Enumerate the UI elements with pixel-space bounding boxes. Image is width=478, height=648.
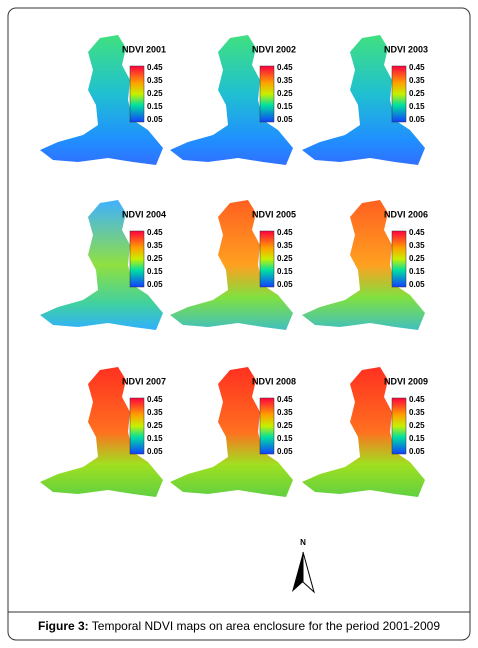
legend-label: 0.15	[277, 434, 293, 443]
legend-label: 0.35	[409, 76, 425, 85]
caption-text: Temporal NDVI maps on area enclosure for…	[92, 619, 441, 633]
legend-label: 0.25	[147, 254, 163, 263]
legend-label: 0.15	[277, 102, 293, 111]
legend-label: 0.05	[147, 280, 163, 289]
legend-label: 0.05	[409, 280, 425, 289]
legend-label: 0.25	[409, 89, 425, 98]
legend-label: 0.45	[409, 228, 425, 237]
ndvi-map	[170, 35, 293, 165]
ndvi-map	[302, 200, 425, 330]
legend-label: 0.15	[277, 267, 293, 276]
legend-label: 0.35	[409, 408, 425, 417]
legend-label: 0.25	[277, 254, 293, 263]
legend-label: 0.15	[147, 267, 163, 276]
legend-label: 0.15	[409, 434, 425, 443]
ndvi-map	[170, 200, 293, 330]
legend-label: 0.35	[409, 241, 425, 250]
color-bar	[391, 65, 407, 123]
legend-label: 0.05	[147, 447, 163, 456]
legend-label: 0.45	[277, 395, 293, 404]
panel-title: NDVI 2001	[122, 44, 166, 54]
legend-label: 0.05	[277, 280, 293, 289]
ndvi-map	[40, 35, 163, 165]
legend-label: 0.25	[277, 89, 293, 98]
legend-label: 0.45	[147, 63, 163, 72]
panel-title: NDVI 2005	[252, 209, 296, 219]
legend-label: 0.15	[409, 267, 425, 276]
panel-title: NDVI 2009	[384, 376, 428, 386]
panel-title: NDVI 2003	[384, 44, 428, 54]
color-bar	[259, 230, 275, 288]
color-bar	[129, 397, 145, 455]
ndvi-panel: NDVI 2008 0.45 0.35 0.25 0.15 0.05	[170, 367, 296, 497]
legend-label: 0.35	[277, 241, 293, 250]
legend-label: 0.35	[277, 76, 293, 85]
legend-label: 0.15	[147, 102, 163, 111]
color-bar	[129, 65, 145, 123]
caption: Figure 3: Temporal NDVI maps on area enc…	[38, 619, 440, 633]
legend-label: 0.25	[277, 421, 293, 430]
north-arrow: N	[292, 538, 315, 594]
north-label: N	[300, 538, 306, 547]
panel-title: NDVI 2008	[252, 376, 296, 386]
legend-label: 0.05	[409, 115, 425, 124]
ndvi-map	[170, 367, 293, 497]
ndvi-panel: NDVI 2002 0.45 0.35 0.25 0.15 0.05	[170, 35, 296, 165]
legend-label: 0.25	[409, 254, 425, 263]
legend-label: 0.45	[277, 228, 293, 237]
ndvi-panel: NDVI 2005 0.45 0.35 0.25 0.15 0.05	[170, 200, 296, 330]
legend-label: 0.45	[147, 228, 163, 237]
color-bar	[259, 397, 275, 455]
ndvi-panel: NDVI 2001 0.45 0.35 0.25 0.15 0.05	[40, 35, 166, 165]
legend-label: 0.35	[147, 408, 163, 417]
ndvi-map	[302, 367, 425, 497]
frame	[7, 7, 471, 641]
legend-label: 0.05	[277, 447, 293, 456]
legend-label: 0.35	[277, 408, 293, 417]
ndvi-panel: NDVI 2009 0.45 0.35 0.25 0.15 0.05	[302, 367, 428, 497]
legend-label: 0.45	[409, 63, 425, 72]
legend-label: 0.05	[409, 447, 425, 456]
legend-label: 0.25	[147, 89, 163, 98]
legend-label: 0.35	[147, 76, 163, 85]
ndvi-panel: NDVI 2006 0.45 0.35 0.25 0.15 0.05	[302, 200, 428, 330]
ndvi-map	[40, 367, 163, 497]
ndvi-panel: NDVI 2007 0.45 0.35 0.25 0.15 0.05	[40, 367, 166, 497]
legend-label: 0.45	[277, 63, 293, 72]
color-bar	[391, 397, 407, 455]
panel-title: NDVI 2007	[122, 376, 166, 386]
panel-title: NDVI 2006	[384, 209, 428, 219]
legend-label: 0.35	[147, 241, 163, 250]
legend-label: 0.15	[147, 434, 163, 443]
color-bar	[259, 65, 275, 123]
legend-label: 0.15	[409, 102, 425, 111]
panel-title: NDVI 2002	[252, 44, 296, 54]
legend-label: 0.05	[277, 115, 293, 124]
legend-label: 0.45	[147, 395, 163, 404]
legend-label: 0.45	[409, 395, 425, 404]
legend-label: 0.25	[147, 421, 163, 430]
color-bar	[391, 230, 407, 288]
panel-title: NDVI 2004	[122, 209, 166, 219]
ndvi-map	[302, 35, 425, 165]
ndvi-panel: NDVI 2004 0.45 0.35 0.25 0.15 0.05	[40, 200, 166, 330]
color-bar	[129, 230, 145, 288]
ndvi-map	[40, 200, 163, 330]
legend-label: 0.25	[409, 421, 425, 430]
caption-label: Figure 3:	[38, 619, 89, 633]
legend-label: 0.05	[147, 115, 163, 124]
ndvi-panel: NDVI 2003 0.45 0.35 0.25 0.15 0.05	[302, 35, 428, 165]
